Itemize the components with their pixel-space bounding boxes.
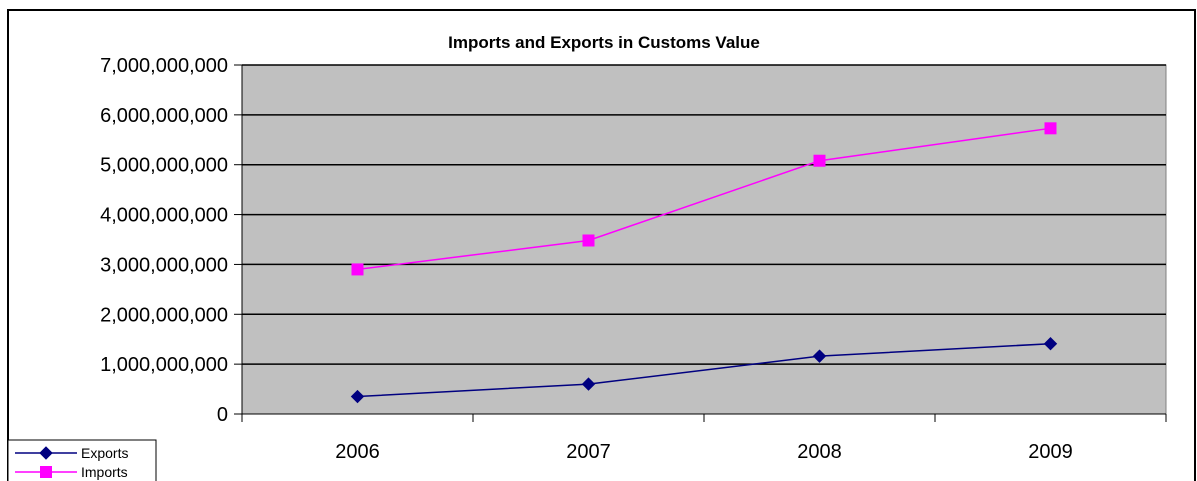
data-point-exports <box>581 377 596 391</box>
x-tick-label: 2009 <box>1028 441 1073 463</box>
legend-marker-exports <box>39 446 53 460</box>
data-point-imports <box>1044 122 1057 135</box>
y-tick-label: 3,000,000,000 <box>100 254 228 276</box>
series-exports <box>350 336 1058 404</box>
x-tick-label: 2008 <box>797 441 842 463</box>
data-point-imports <box>582 234 595 247</box>
data-point-imports <box>813 154 826 167</box>
chart-title: Imports and Exports in Customs Value <box>448 33 760 52</box>
data-point-imports <box>351 263 364 276</box>
data-point-exports <box>812 349 827 363</box>
axes: 0 1,000,000,000 2,000,000,000 3,000,000,000… <box>100 55 1167 463</box>
legend-label-imports: Imports <box>81 464 128 480</box>
plot-area <box>241 64 1167 415</box>
data-point-exports <box>1043 336 1058 351</box>
legend-marker-imports <box>40 466 52 478</box>
y-tick-label: 5,000,000,000 <box>100 155 228 177</box>
series-line-imports <box>357 127 1051 271</box>
legend: Exports Imports <box>7 439 157 481</box>
series-layer <box>350 122 1058 404</box>
series-line-exports <box>357 342 1051 398</box>
y-tick-label: 4,000,000,000 <box>100 205 228 227</box>
legend-item-imports: Imports <box>15 464 128 480</box>
x-tick-label: 2007 <box>566 441 611 463</box>
legend-item-exports: Exports <box>15 445 128 461</box>
legend-box <box>7 439 157 481</box>
y-tick-label: 6,000,000,000 <box>100 105 228 127</box>
data-point-exports <box>350 389 365 404</box>
y-tick-label: 1,000,000,000 <box>100 354 228 376</box>
series-imports <box>351 122 1057 276</box>
y-tick-label: 2,000,000,000 <box>100 304 228 326</box>
y-tick-label: 0 <box>217 404 228 426</box>
y-tick-label: 7,000,000,000 <box>100 55 228 77</box>
legend-label-exports: Exports <box>81 445 128 461</box>
x-tick-label: 2006 <box>335 441 380 463</box>
